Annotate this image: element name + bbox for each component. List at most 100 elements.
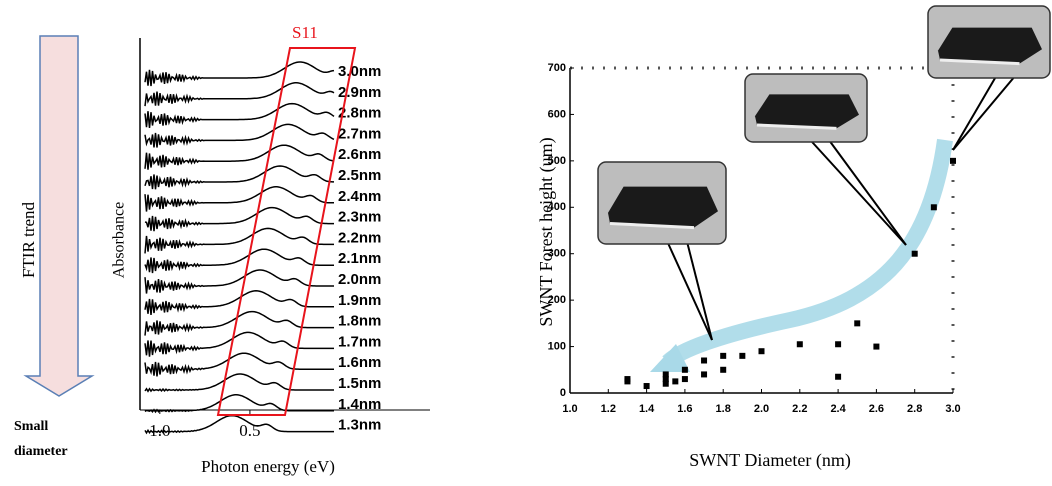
spectrum-curve xyxy=(144,123,335,148)
callout-line xyxy=(686,243,713,341)
y-tick-label: 400 xyxy=(548,201,566,213)
y-tick-label: 200 xyxy=(548,294,566,306)
y-axis-label: SWNT Forest height (um) xyxy=(536,137,557,326)
curve-label: 2.3nm xyxy=(338,209,381,226)
spectrum-curve xyxy=(144,82,335,107)
spectrum-curve xyxy=(144,310,334,336)
point xyxy=(662,371,669,378)
point xyxy=(643,383,650,390)
photo-sample xyxy=(938,27,1042,64)
spectrum-curve xyxy=(144,248,334,274)
spectrum-curve xyxy=(144,352,334,377)
point xyxy=(911,250,918,257)
point xyxy=(662,380,669,387)
spectrum-curve xyxy=(144,373,334,393)
x-tick-label: 1.0 xyxy=(149,421,170,440)
spectrum-curve xyxy=(144,414,334,435)
curve-label: 2.2nm xyxy=(338,229,381,246)
photo-sample xyxy=(755,94,859,129)
x-tick-label: 2.4 xyxy=(830,403,846,415)
spectrum-curve xyxy=(144,394,334,414)
callout-line xyxy=(952,77,996,151)
point xyxy=(720,352,727,359)
point xyxy=(720,366,727,373)
band-label: S11 xyxy=(292,23,318,42)
photo-edge xyxy=(939,58,1020,66)
point xyxy=(930,204,937,211)
point xyxy=(950,157,956,164)
curve-label: 1.7nm xyxy=(338,333,381,350)
curve-label: 2.5nm xyxy=(338,167,381,184)
curve-label: 2.4nm xyxy=(338,188,381,205)
point xyxy=(681,376,688,383)
spectrum-curve xyxy=(144,165,334,190)
point xyxy=(662,376,669,383)
x-tick-label: 2.0 xyxy=(754,403,769,415)
y-tick-label: 100 xyxy=(548,340,566,352)
trend-label: FTIR trend xyxy=(19,201,38,278)
y-tick-label: 300 xyxy=(548,248,566,260)
small-label: diameter xyxy=(14,444,68,459)
spectrum-curve xyxy=(144,61,335,87)
spectrum-curve xyxy=(144,227,334,254)
point xyxy=(758,348,765,355)
curve-label: 2.9nm xyxy=(338,84,381,101)
y-tick-label: 600 xyxy=(548,108,566,120)
spectrum-curve xyxy=(144,144,335,170)
y-tick-label: 500 xyxy=(548,155,566,167)
x-tick-label: 1.0 xyxy=(562,403,577,415)
y-tick-label: 700 xyxy=(548,62,566,74)
photo-sample xyxy=(608,186,718,228)
band-outline xyxy=(216,47,357,416)
small-label: Small xyxy=(14,419,48,434)
spectrum-curve xyxy=(144,206,334,232)
point xyxy=(701,357,708,364)
curve-label: 1.6nm xyxy=(338,354,381,371)
x-tick-label: 2.2 xyxy=(792,403,807,415)
spectrum-curve xyxy=(144,102,335,128)
spectrum-curve xyxy=(144,186,334,212)
y-axis-label: Absorbance xyxy=(111,202,128,278)
curve-label: 1.3nm xyxy=(338,417,381,434)
point xyxy=(681,366,688,373)
point xyxy=(873,343,880,350)
curve-label: 2.8nm xyxy=(338,105,381,122)
curve-label: 1.9nm xyxy=(338,292,381,309)
x-tick-label: 2.8 xyxy=(907,403,922,415)
spectrum-curve xyxy=(144,331,334,357)
point xyxy=(854,320,861,327)
x-tick-label: 1.4 xyxy=(639,403,655,415)
curve-label: 1.5nm xyxy=(338,375,381,392)
photo-edge xyxy=(609,222,695,230)
point xyxy=(739,352,746,359)
point xyxy=(796,341,803,348)
callout-line xyxy=(667,243,713,341)
trend-arrow-head xyxy=(650,344,690,372)
callout-line xyxy=(829,141,907,246)
trend-arrow xyxy=(662,138,953,369)
x-tick-label: 1.6 xyxy=(677,403,692,415)
point xyxy=(835,373,842,380)
curve-label: 3.0nm xyxy=(338,63,381,80)
point xyxy=(672,378,679,385)
point xyxy=(701,371,708,378)
x-tick-label: 3.0 xyxy=(945,403,960,415)
curve-label: 2.7nm xyxy=(338,125,381,142)
curve-label: 1.4nm xyxy=(338,396,381,413)
photo-edge xyxy=(756,123,837,130)
x-tick-label: 1.2 xyxy=(601,403,616,415)
spectrum-curve xyxy=(144,290,334,315)
point xyxy=(835,341,842,348)
callout-line xyxy=(952,77,1015,151)
y-tick-label: 0 xyxy=(560,387,566,399)
curve-label: 2.1nm xyxy=(338,250,381,267)
trend-arrow xyxy=(23,35,95,397)
x-axis-label: Photon energy (eV) xyxy=(201,457,335,476)
spectrum-curve xyxy=(144,269,334,294)
callout-line xyxy=(811,141,907,246)
x-tick-label: 1.8 xyxy=(716,403,731,415)
x-axis-label: SWNT Diameter (nm) xyxy=(689,450,851,471)
curve-label: 2.0nm xyxy=(338,271,381,288)
curve-label: 1.8nm xyxy=(338,313,381,330)
